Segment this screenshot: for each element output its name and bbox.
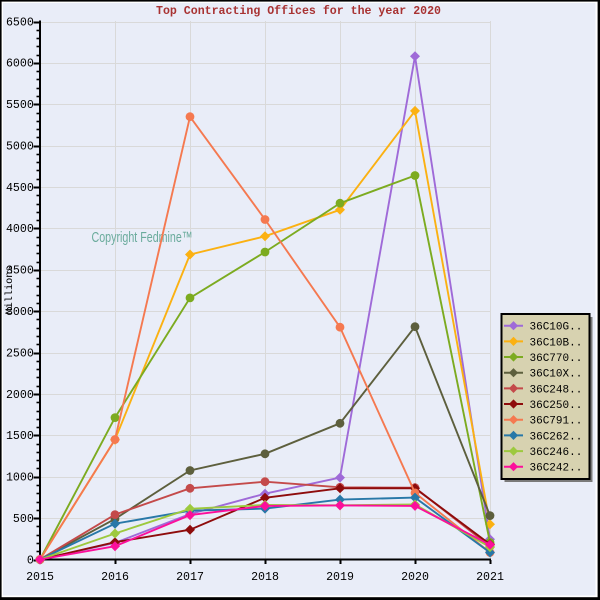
svg-text:36C791..: 36C791.. [530,416,583,428]
svg-text:2020: 2020 [401,571,429,584]
svg-text:2015: 2015 [26,571,54,584]
svg-text:500: 500 [13,513,34,526]
svg-text:5500: 5500 [6,99,34,112]
svg-text:2021: 2021 [476,571,504,584]
svg-text:3500: 3500 [6,265,34,278]
svg-text:2500: 2500 [6,347,34,360]
svg-text:Millions: Millions [4,266,16,315]
svg-text:0: 0 [27,554,34,567]
svg-text:Top Contracting Offices for th: Top Contracting Offices for the year 202… [156,4,441,18]
svg-text:2017: 2017 [176,571,204,584]
svg-text:2016: 2016 [101,571,129,584]
svg-text:5000: 5000 [6,141,34,154]
svg-text:36C10G..: 36C10G.. [530,322,583,334]
svg-text:3000: 3000 [6,306,34,319]
svg-text:36C250..: 36C250.. [530,400,583,412]
svg-text:36C262..: 36C262.. [530,431,583,443]
svg-text:36C10B..: 36C10B.. [530,337,583,349]
svg-text:6000: 6000 [6,58,34,71]
svg-text:2019: 2019 [326,571,354,584]
svg-text:4000: 4000 [6,223,34,236]
svg-text:36C242..: 36C242.. [530,463,583,475]
svg-text:36C10X..: 36C10X.. [530,369,583,381]
svg-text:1500: 1500 [6,430,34,443]
svg-text:2000: 2000 [6,389,34,402]
svg-text:36C248..: 36C248.. [530,384,583,396]
svg-text:1000: 1000 [6,472,34,485]
svg-text:36C246..: 36C246.. [530,447,583,459]
svg-text:36C770..: 36C770.. [530,353,583,365]
svg-text:4500: 4500 [6,182,34,195]
svg-text:2018: 2018 [251,571,279,584]
svg-text:6500: 6500 [6,16,34,29]
svg-text:Copyright Fedmine™: Copyright Fedmine™ [92,229,193,246]
